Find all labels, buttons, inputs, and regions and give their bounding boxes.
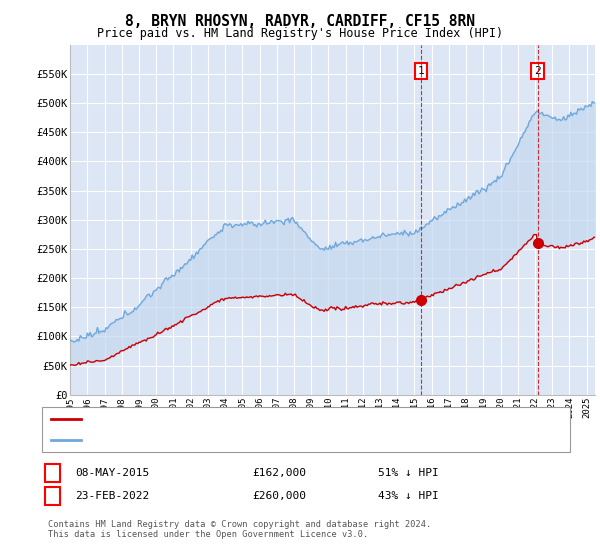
Text: 8, BRYN RHOSYN, RADYR, CARDIFF, CF15 8RN: 8, BRYN RHOSYN, RADYR, CARDIFF, CF15 8RN	[125, 14, 475, 29]
Text: 8, BRYN RHOSYN, RADYR, CARDIFF, CF15 8RN (detached house): 8, BRYN RHOSYN, RADYR, CARDIFF, CF15 8RN…	[87, 414, 443, 424]
Text: £162,000: £162,000	[252, 468, 306, 478]
Text: 1: 1	[417, 66, 424, 76]
Text: 2: 2	[49, 489, 56, 502]
Text: 51% ↓ HPI: 51% ↓ HPI	[378, 468, 439, 478]
Text: 08-MAY-2015: 08-MAY-2015	[75, 468, 149, 478]
Text: Contains HM Land Registry data © Crown copyright and database right 2024.
This d: Contains HM Land Registry data © Crown c…	[48, 520, 431, 539]
Text: 1: 1	[49, 466, 56, 480]
Text: 2: 2	[534, 66, 541, 76]
Text: Price paid vs. HM Land Registry's House Price Index (HPI): Price paid vs. HM Land Registry's House …	[97, 27, 503, 40]
Text: HPI: Average price, detached house, Cardiff: HPI: Average price, detached house, Card…	[87, 435, 356, 445]
Text: £260,000: £260,000	[252, 491, 306, 501]
Text: 23-FEB-2022: 23-FEB-2022	[75, 491, 149, 501]
Text: 43% ↓ HPI: 43% ↓ HPI	[378, 491, 439, 501]
